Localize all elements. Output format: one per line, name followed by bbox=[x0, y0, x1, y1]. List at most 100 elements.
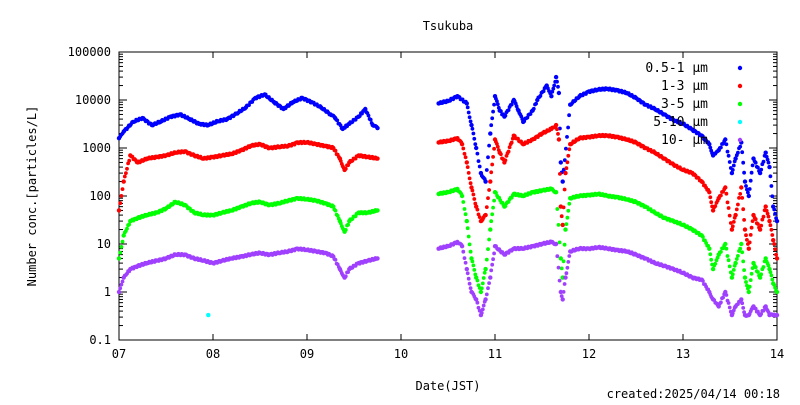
x-tick-label: 12 bbox=[582, 347, 596, 361]
data-point bbox=[343, 274, 348, 279]
data-point bbox=[486, 155, 490, 160]
data-point bbox=[562, 187, 567, 192]
data-point bbox=[565, 160, 570, 165]
data-point bbox=[768, 174, 773, 179]
y-tick-label: 1000 bbox=[82, 141, 111, 155]
data-point bbox=[461, 249, 466, 254]
data-point bbox=[566, 260, 571, 264]
series bbox=[116, 74, 780, 224]
data-point bbox=[772, 242, 777, 246]
data-point bbox=[566, 208, 571, 213]
data-point bbox=[466, 234, 471, 239]
data-point bbox=[745, 238, 749, 242]
data-point bbox=[120, 187, 125, 192]
data-point bbox=[459, 193, 465, 199]
axes: 07 08 09 10 11 12 13 14 0.1 1 10 100 1000 10000 100000 bbox=[68, 45, 785, 361]
data-point bbox=[749, 170, 754, 175]
data-point bbox=[719, 300, 723, 305]
data-point bbox=[736, 202, 740, 207]
data-point bbox=[708, 252, 713, 257]
data-point bbox=[119, 194, 124, 198]
data-point bbox=[555, 79, 559, 84]
data-point bbox=[769, 184, 774, 188]
data-point bbox=[733, 212, 738, 218]
x-tick-label: 09 bbox=[300, 347, 314, 361]
data-point bbox=[719, 193, 723, 198]
data-point bbox=[726, 206, 731, 210]
data-point bbox=[744, 280, 748, 284]
data-point bbox=[467, 176, 472, 181]
data-point bbox=[375, 208, 380, 213]
data-point bbox=[770, 277, 775, 282]
data-point bbox=[748, 178, 753, 183]
data-point bbox=[763, 256, 768, 261]
data-point bbox=[463, 155, 468, 160]
data-point bbox=[723, 185, 728, 190]
data-point bbox=[701, 235, 705, 239]
data-point bbox=[492, 102, 496, 107]
data-point bbox=[335, 118, 340, 123]
y-axis-title: Number conc.[particles/L] bbox=[25, 106, 39, 287]
data-point bbox=[558, 172, 562, 176]
y-tick-label: 100 bbox=[89, 189, 111, 203]
data-point bbox=[487, 143, 491, 148]
data-point bbox=[466, 276, 471, 281]
data-point bbox=[477, 215, 482, 220]
data-point bbox=[466, 110, 471, 115]
data-point bbox=[742, 179, 748, 184]
data-point bbox=[760, 217, 765, 222]
data-point bbox=[756, 270, 760, 274]
data-point bbox=[710, 208, 716, 213]
data-point bbox=[709, 200, 714, 205]
data-point bbox=[561, 205, 566, 210]
data-point bbox=[727, 213, 732, 218]
data-point bbox=[333, 208, 338, 213]
data-point bbox=[484, 257, 489, 262]
data-point bbox=[769, 227, 774, 232]
data-point bbox=[459, 142, 465, 147]
data-point bbox=[737, 196, 741, 200]
data-point bbox=[553, 74, 559, 80]
data-point bbox=[742, 218, 746, 222]
data-point bbox=[726, 301, 731, 305]
data-point bbox=[560, 297, 565, 302]
data-point bbox=[503, 204, 508, 209]
data-point bbox=[467, 115, 472, 120]
data-point bbox=[468, 249, 473, 254]
data-point bbox=[738, 144, 743, 149]
x-axis-title: Date(JST) bbox=[415, 379, 480, 393]
data-point bbox=[759, 223, 764, 228]
data-point bbox=[368, 117, 373, 122]
data-point bbox=[470, 259, 475, 264]
data-point bbox=[723, 241, 728, 247]
data-point bbox=[565, 215, 570, 220]
data-point bbox=[727, 305, 732, 310]
data-point bbox=[124, 171, 128, 176]
data-point bbox=[475, 278, 480, 283]
data-point bbox=[490, 212, 495, 217]
data-point bbox=[772, 207, 777, 212]
data-point bbox=[725, 200, 730, 205]
data-point bbox=[366, 113, 371, 118]
data-point bbox=[465, 165, 470, 170]
data-point bbox=[475, 151, 480, 156]
data-point bbox=[726, 153, 731, 158]
data-point bbox=[724, 142, 729, 147]
data-point bbox=[768, 270, 773, 274]
legend-label: 1-3 μm bbox=[661, 79, 708, 94]
data-point bbox=[481, 276, 486, 280]
data-point bbox=[749, 225, 754, 230]
data-point bbox=[506, 108, 511, 112]
data-point bbox=[462, 256, 467, 260]
data-point bbox=[727, 264, 732, 269]
data-point bbox=[488, 275, 493, 280]
data-point bbox=[118, 286, 123, 291]
data-point bbox=[346, 222, 350, 227]
data-point bbox=[774, 289, 780, 295]
data-point bbox=[565, 265, 570, 270]
data-point bbox=[765, 211, 770, 216]
data-point bbox=[469, 185, 474, 190]
data-point bbox=[767, 164, 772, 170]
data-point bbox=[464, 218, 469, 224]
